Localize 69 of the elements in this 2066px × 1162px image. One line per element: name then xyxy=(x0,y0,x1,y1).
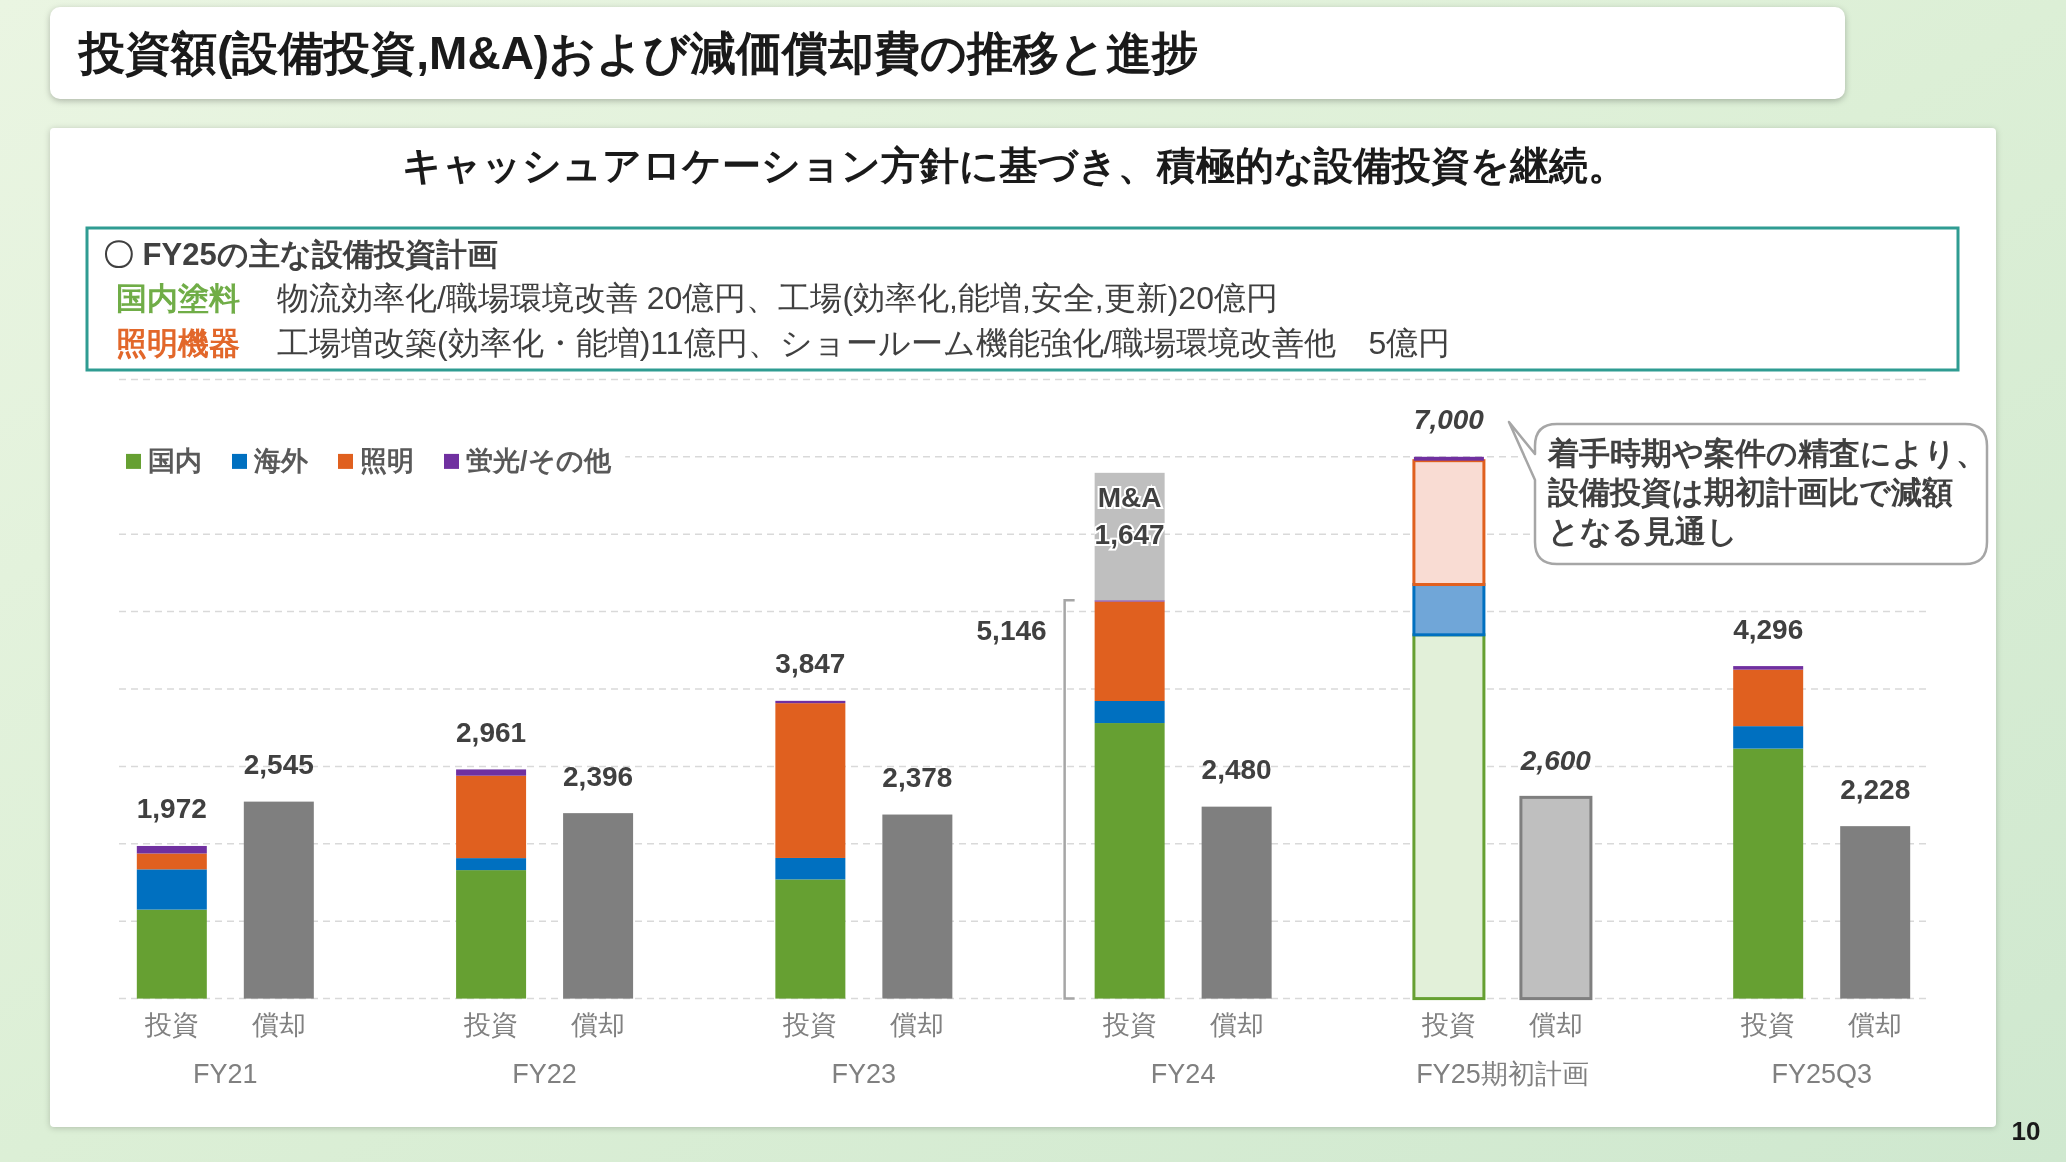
text: 物流効率化/職場環境改善 20億円、工場(効率化,能増,安全,更新)20億円 xyxy=(277,280,1278,316)
x-tick-label: 投資 xyxy=(463,1010,519,1040)
bar xyxy=(136,909,207,999)
bar xyxy=(1413,456,1484,461)
legend-label: 照明 xyxy=(360,446,414,477)
bar xyxy=(882,814,953,999)
data-label: 2,378 xyxy=(882,762,953,794)
text: FY25期初計画 xyxy=(1416,1059,1589,1089)
bar xyxy=(243,801,314,999)
total-label: 2,961 xyxy=(456,716,527,748)
text: FY22 xyxy=(512,1059,577,1089)
chart-subtitle: キャッシュアロケーション方針に基づき、積極的な設備投資を継続。 xyxy=(401,143,1627,187)
series-label: M&A xyxy=(1097,482,1162,514)
bar xyxy=(775,703,846,858)
x-tick-label: 投資 xyxy=(1101,1010,1157,1040)
annotation: 着手時期や案件の精査により、設備投資は期初計画比で減額となる見通し xyxy=(1547,435,1987,549)
text: FY23 xyxy=(831,1059,897,1089)
text: 照明機器 xyxy=(116,325,240,361)
bar xyxy=(456,775,527,859)
x-tick-label: 償却 xyxy=(1848,1010,1903,1040)
data-label: 2,396 xyxy=(563,760,634,792)
data-label: 2,228 xyxy=(1840,773,1911,805)
legend-label: 蛍光/その他 xyxy=(466,446,612,477)
bar xyxy=(1840,826,1911,999)
x-tick-label: 償却 xyxy=(251,1010,306,1040)
bar xyxy=(775,879,846,999)
total-label: 4,296 xyxy=(1733,613,1804,645)
legend-label: 海外 xyxy=(253,446,309,477)
total-label: 3,847 xyxy=(775,648,846,680)
x-tick-label: 償却 xyxy=(890,1010,945,1040)
text: 10 xyxy=(2011,1116,2041,1146)
legend-label: 国内 xyxy=(148,446,202,477)
text: FY21 xyxy=(193,1059,258,1089)
bar xyxy=(1733,748,1804,999)
bar xyxy=(1733,666,1804,670)
data-label: 2,545 xyxy=(243,749,314,781)
text: 〇 FY25の主な設備投資計画 xyxy=(103,236,498,272)
data-label: 2,480 xyxy=(1201,754,1272,786)
x-tick-label: 償却 xyxy=(571,1010,626,1040)
x-tick-label: 償却 xyxy=(1528,1010,1583,1040)
bar xyxy=(1094,601,1165,701)
text: 工場増改築(効率化・能増)11億円、ショールーム機能強化/職場環境改善他 5億円 xyxy=(277,325,1451,361)
text: FY24 xyxy=(1150,1059,1216,1089)
bar xyxy=(1094,723,1165,999)
text: 国内塗料 xyxy=(116,280,240,316)
x-tick-label: 投資 xyxy=(143,1010,199,1040)
annotation: 5,146 xyxy=(976,614,1047,646)
x-tick-label: 投資 xyxy=(782,1010,838,1040)
bar xyxy=(456,769,527,776)
bar xyxy=(775,857,846,880)
bar xyxy=(136,845,207,854)
data-label: 1,647 xyxy=(1094,519,1165,551)
total-label: 7,000 xyxy=(1413,404,1485,436)
x-tick-label: 償却 xyxy=(1209,1010,1264,1040)
text: FY25Q3 xyxy=(1771,1059,1872,1089)
bar xyxy=(136,869,207,910)
x-tick-label: 投資 xyxy=(1740,1010,1796,1040)
bar xyxy=(136,853,207,870)
bar xyxy=(1094,701,1165,724)
bar xyxy=(1733,726,1804,749)
bar xyxy=(563,813,634,999)
chart-title: 投資額(設備投資,M&A)および減価償却費の推移と進捗 xyxy=(77,27,1199,79)
bar xyxy=(1201,806,1272,999)
total-label: 1,972 xyxy=(136,793,207,825)
bar xyxy=(1733,669,1804,727)
data-label: 2,600 xyxy=(1519,744,1592,776)
x-tick-label: 投資 xyxy=(1420,1010,1476,1040)
bar xyxy=(456,870,527,999)
bar xyxy=(456,858,527,871)
